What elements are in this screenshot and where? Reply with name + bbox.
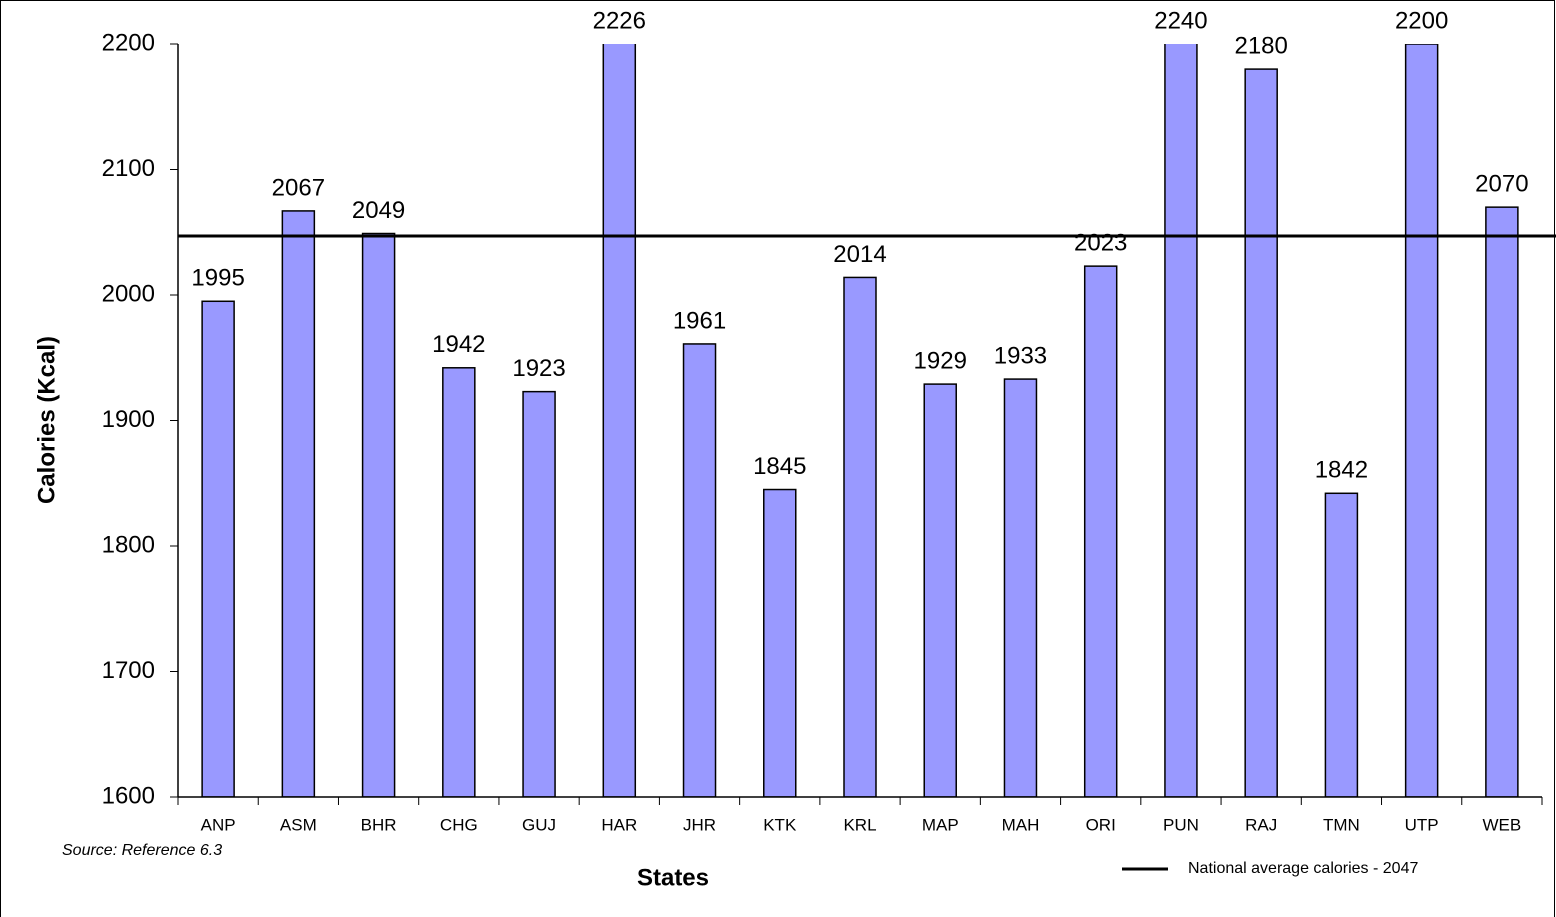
value-label: 1923 — [512, 355, 565, 382]
x-axis-title: States — [637, 864, 709, 891]
value-label: 1842 — [1315, 457, 1368, 484]
value-label: 2200 — [1395, 7, 1448, 34]
value-label: 1995 — [191, 265, 244, 292]
y-axis-title: Calories (Kcal) — [33, 336, 60, 504]
y-tick-label: 1900 — [102, 406, 155, 433]
value-label: 2226 — [593, 7, 646, 34]
value-label: 1929 — [914, 347, 967, 374]
x-tick-label: PUN — [1163, 815, 1199, 834]
x-tick-label: HAR — [601, 815, 637, 834]
y-tick-label: 2000 — [102, 280, 155, 307]
source-note: Source: Reference 6.3 — [62, 842, 222, 859]
bar — [843, 276, 877, 797]
x-tick-label: MAP — [922, 815, 959, 834]
bar — [1244, 68, 1278, 797]
bar — [522, 390, 556, 797]
bar — [602, 44, 637, 797]
x-tick-label: ASM — [280, 815, 317, 834]
x-tick-label: RAJ — [1245, 815, 1277, 834]
y-tick-label: 1600 — [102, 782, 155, 809]
x-tick-label: KTK — [763, 815, 797, 834]
value-label: 1942 — [432, 331, 485, 358]
x-tick-label: JHR — [683, 815, 716, 834]
bar — [442, 367, 476, 797]
bar — [1003, 378, 1038, 797]
value-label: 1961 — [673, 307, 726, 334]
value-label: 2023 — [1074, 229, 1127, 256]
legend-label: National average calories - 2047 — [1188, 860, 1418, 877]
bar — [763, 488, 797, 797]
value-label: 2049 — [352, 197, 405, 224]
x-tick-label: MAH — [1002, 815, 1040, 834]
x-tick-label: CHG — [440, 815, 478, 834]
x-tick-label: TMN — [1323, 815, 1360, 834]
x-tick-label: ANP — [201, 815, 236, 834]
x-tick-label: GUJ — [522, 815, 556, 834]
value-label: 2014 — [833, 241, 886, 268]
bar — [1324, 492, 1359, 797]
bar — [1083, 265, 1118, 797]
y-tick-label: 1800 — [102, 531, 155, 558]
bar — [1404, 44, 1439, 797]
value-label: 2240 — [1154, 7, 1207, 34]
x-tick-label: BHR — [361, 815, 397, 834]
y-tick-label: 1700 — [102, 657, 155, 684]
value-label: 1933 — [994, 342, 1047, 369]
value-label: 2067 — [272, 174, 325, 201]
y-tick-label: 2100 — [102, 155, 155, 182]
bar — [361, 232, 396, 797]
y-tick-label: 2200 — [102, 29, 155, 56]
bar — [923, 383, 957, 797]
plot-area — [201, 44, 1519, 797]
bar — [1164, 44, 1198, 797]
x-tick-label: UTP — [1405, 815, 1439, 834]
x-tick-label: WEB — [1483, 815, 1522, 834]
bar — [1485, 206, 1519, 797]
x-tick-label: KRL — [843, 815, 876, 834]
value-label: 2180 — [1234, 32, 1287, 59]
value-label: 2070 — [1475, 170, 1528, 197]
x-tick-label: ORI — [1086, 815, 1116, 834]
bar — [201, 300, 235, 797]
bar — [682, 343, 717, 797]
value-label: 1845 — [753, 453, 806, 480]
bar — [281, 210, 316, 797]
